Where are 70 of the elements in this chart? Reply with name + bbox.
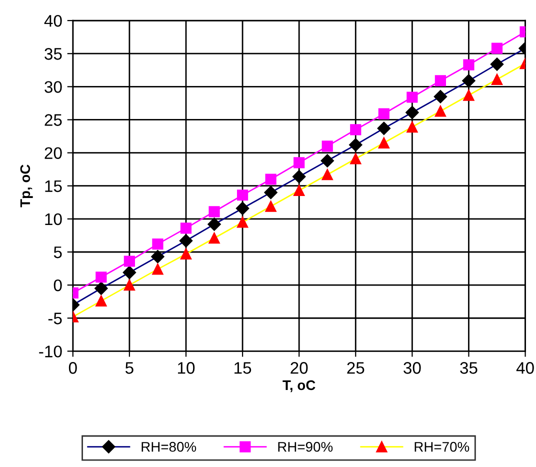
point (463, 59, 474, 70)
point (462, 74, 476, 88)
point (434, 75, 446, 86)
x-tick-label: 10 (178, 362, 195, 374)
point (236, 190, 248, 201)
y-tick-label: 35 (44, 48, 62, 60)
point (434, 106, 446, 117)
point (236, 202, 250, 215)
x-tick-label: 35 (460, 362, 478, 374)
y-tick-label: 20 (44, 147, 62, 160)
point (124, 256, 135, 267)
x-tick-label: 30 (404, 362, 421, 374)
point (236, 216, 248, 228)
point (490, 58, 504, 71)
point (294, 157, 305, 168)
y-tick-label: 40 (44, 14, 62, 27)
point (96, 295, 107, 306)
y-tick-label: -10 (39, 346, 62, 358)
x-tick-label: 15 (234, 362, 252, 374)
y-tick-label: 30 (44, 81, 62, 93)
point (349, 138, 362, 152)
point (463, 90, 474, 101)
legend-label: RH=90% (278, 442, 333, 452)
y-tick-label: 25 (44, 114, 62, 126)
point (294, 184, 305, 196)
point (96, 272, 107, 283)
point (378, 108, 390, 120)
point (265, 174, 276, 185)
y-tick-label: -5 (48, 312, 62, 324)
y-tick-label: 5 (54, 246, 62, 258)
point (208, 218, 221, 231)
y-tick-label: 10 (45, 213, 62, 226)
point (180, 222, 192, 234)
point (179, 234, 193, 248)
legend-label: RH=80% (142, 442, 196, 452)
point (406, 121, 418, 133)
point (152, 238, 164, 250)
point (151, 250, 164, 264)
x-tick-label: 25 (347, 362, 364, 374)
point (377, 122, 390, 135)
point (491, 74, 503, 85)
x-tick-label: 20 (290, 362, 308, 374)
y-tick-label: 15 (45, 180, 62, 192)
point (122, 266, 136, 280)
x-tick-label: 0 (68, 362, 77, 374)
point (406, 92, 418, 103)
point (124, 280, 135, 291)
point (350, 124, 362, 136)
point (491, 42, 503, 54)
point (322, 169, 333, 180)
point (208, 206, 220, 218)
y-axis-title: Tp, oC (20, 164, 33, 208)
point (152, 264, 164, 275)
point (434, 90, 448, 104)
x-tick-label: 40 (516, 362, 534, 374)
point (322, 140, 333, 152)
point (180, 248, 192, 260)
point (208, 232, 220, 244)
point (292, 170, 306, 184)
point (265, 200, 276, 212)
point (320, 154, 334, 168)
point (264, 186, 278, 200)
y-tick-label: 0 (54, 279, 62, 292)
point (94, 282, 108, 295)
legend-label: RH=70% (414, 442, 470, 452)
point (350, 153, 362, 164)
x-axis-title: T, oC (282, 380, 316, 392)
point (406, 106, 419, 120)
point (378, 137, 390, 148)
x-tick-label: 5 (125, 362, 134, 374)
